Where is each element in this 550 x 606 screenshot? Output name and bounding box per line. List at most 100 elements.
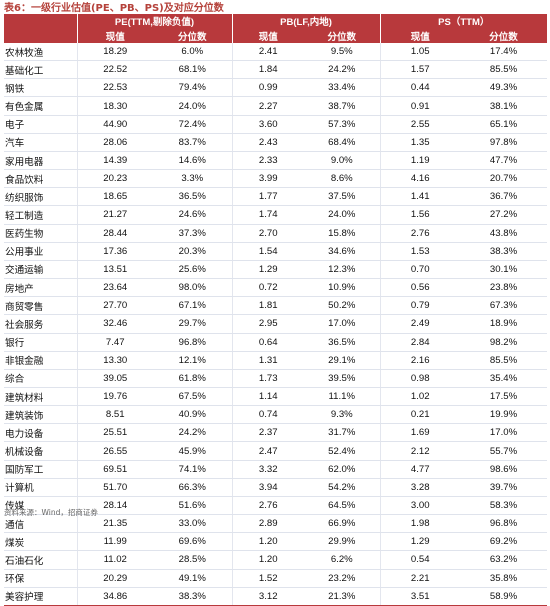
industry-name-cell: 社会服务 bbox=[4, 314, 77, 334]
pb-current-cell: 1.73 bbox=[231, 369, 305, 388]
pe-percentile-cell: 36.5% bbox=[153, 187, 233, 207]
pb-percentile-cell: 52.4% bbox=[304, 441, 381, 461]
pe-current-cell: 11.02 bbox=[76, 550, 153, 570]
valuation-table: PE(TTM,剔除负值) PB(LF,内地) PS（TTM） 现值 分位数 现值… bbox=[4, 14, 548, 606]
industry-name-cell: 机械设备 bbox=[4, 441, 77, 461]
ps-percentile-cell: 97.8% bbox=[460, 133, 548, 152]
table-row: 社会服务 32.46 29.7% 2.95 17.0% 2.49 18.9% bbox=[4, 314, 548, 334]
ps-current-cell: 1.57 bbox=[379, 60, 461, 80]
pb-percentile-cell: 24.2% bbox=[304, 60, 381, 80]
header-pb-percentile: 分位数 bbox=[304, 28, 381, 43]
pe-percentile-cell: 49.1% bbox=[153, 569, 233, 588]
pe-current-cell: 20.23 bbox=[76, 169, 153, 189]
ps-percentile-cell: 17.5% bbox=[460, 387, 548, 407]
pb-current-cell: 1.54 bbox=[231, 242, 305, 261]
industry-name-cell: 有色金属 bbox=[4, 96, 77, 116]
pb-current-cell: 2.76 bbox=[231, 496, 305, 516]
pe-current-cell: 69.51 bbox=[76, 460, 153, 479]
pe-percentile-cell: 28.5% bbox=[153, 550, 233, 570]
table-row: 公用事业 17.36 20.3% 1.54 34.6% 1.53 38.3% bbox=[4, 242, 548, 261]
pe-percentile-cell: 12.1% bbox=[153, 351, 233, 370]
pe-percentile-cell: 69.6% bbox=[153, 532, 233, 552]
ps-current-cell: 1.69 bbox=[379, 423, 461, 443]
pb-percentile-cell: 8.6% bbox=[304, 169, 381, 189]
pe-current-cell: 28.14 bbox=[76, 496, 153, 516]
pe-current-cell: 20.29 bbox=[76, 569, 153, 588]
pe-current-cell: 14.39 bbox=[76, 151, 153, 171]
pe-current-cell: 17.36 bbox=[76, 242, 153, 261]
table-row: 环保 20.29 49.1% 1.52 23.2% 2.21 35.8% bbox=[4, 569, 548, 588]
ps-current-cell: 1.29 bbox=[379, 532, 461, 552]
ps-percentile-cell: 35.4% bbox=[460, 369, 548, 388]
table-row: 石油石化 11.02 28.5% 1.20 6.2% 0.54 63.2% bbox=[4, 550, 548, 570]
ps-current-cell: 2.12 bbox=[379, 441, 461, 461]
ps-percentile-cell: 49.3% bbox=[460, 78, 548, 98]
industry-name-cell: 美容护理 bbox=[4, 587, 77, 606]
ps-percentile-cell: 17.0% bbox=[460, 423, 548, 443]
ps-percentile-cell: 20.7% bbox=[460, 169, 548, 189]
ps-current-cell: 1.05 bbox=[379, 43, 461, 62]
pe-percentile-cell: 98.0% bbox=[153, 278, 233, 298]
pb-current-cell: 1.20 bbox=[231, 532, 305, 552]
table-row: 农林牧渔 18.29 6.0% 2.41 9.5% 1.05 17.4% bbox=[4, 43, 548, 62]
header-pe-current: 现值 bbox=[76, 28, 153, 43]
ps-current-cell: 1.19 bbox=[379, 151, 461, 171]
pe-percentile-cell: 24.2% bbox=[153, 423, 233, 443]
pb-current-cell: 2.33 bbox=[231, 151, 305, 171]
ps-percentile-cell: 63.2% bbox=[460, 550, 548, 570]
ps-percentile-cell: 38.3% bbox=[460, 242, 548, 261]
ps-percentile-cell: 58.3% bbox=[460, 496, 548, 516]
pb-percentile-cell: 36.5% bbox=[304, 333, 381, 352]
industry-name-cell: 传媒 bbox=[4, 496, 77, 516]
source-note: 资料来源：Wind，招商证券 bbox=[4, 508, 98, 517]
pb-current-cell: 2.47 bbox=[231, 441, 305, 461]
ps-percentile-cell: 27.2% bbox=[460, 205, 548, 225]
pe-percentile-cell: 14.6% bbox=[153, 151, 233, 171]
pe-current-cell: 34.86 bbox=[76, 587, 153, 606]
pe-percentile-cell: 24.0% bbox=[153, 96, 233, 116]
pe-current-cell: 18.29 bbox=[76, 43, 153, 62]
pb-percentile-cell: 9.0% bbox=[304, 151, 381, 171]
industry-name-cell: 国防军工 bbox=[4, 460, 77, 479]
header-pe: PE(TTM,剔除负值) bbox=[76, 14, 233, 28]
header-sub-row: 现值 分位数 现值 分位数 现值 分位数 bbox=[4, 28, 548, 43]
industry-name-cell: 基础化工 bbox=[4, 60, 77, 80]
industry-name-cell: 房地产 bbox=[4, 278, 77, 298]
pb-percentile-cell: 57.3% bbox=[304, 115, 381, 134]
pe-percentile-cell: 67.5% bbox=[153, 387, 233, 407]
pe-percentile-cell: 68.1% bbox=[153, 60, 233, 80]
ps-current-cell: 2.55 bbox=[379, 115, 461, 134]
pb-percentile-cell: 68.4% bbox=[304, 133, 381, 152]
pe-percentile-cell: 51.6% bbox=[153, 496, 233, 516]
ps-percentile-cell: 43.8% bbox=[460, 224, 548, 243]
pe-current-cell: 21.27 bbox=[76, 205, 153, 225]
header-group-row: PE(TTM,剔除负值) PB(LF,内地) PS（TTM） bbox=[4, 14, 548, 28]
pe-current-cell: 32.46 bbox=[76, 314, 153, 334]
pb-current-cell: 2.43 bbox=[231, 133, 305, 152]
pb-current-cell: 2.89 bbox=[231, 514, 305, 534]
pb-percentile-cell: 21.3% bbox=[304, 587, 381, 606]
pb-percentile-cell: 9.5% bbox=[304, 43, 381, 62]
ps-percentile-cell: 19.9% bbox=[460, 405, 548, 425]
pb-percentile-cell: 11.1% bbox=[304, 387, 381, 407]
pe-current-cell: 7.47 bbox=[76, 333, 153, 352]
table-row: 美容护理 34.86 38.3% 3.12 21.3% 3.51 58.9% bbox=[4, 587, 548, 606]
pb-percentile-cell: 64.5% bbox=[304, 496, 381, 516]
industry-name-cell: 计算机 bbox=[4, 478, 77, 497]
ps-current-cell: 0.44 bbox=[379, 78, 461, 98]
pb-percentile-cell: 50.2% bbox=[304, 296, 381, 316]
ps-current-cell: 3.51 bbox=[379, 587, 461, 606]
ps-current-cell: 3.00 bbox=[379, 496, 461, 516]
pb-current-cell: 2.41 bbox=[231, 43, 305, 62]
pe-current-cell: 18.30 bbox=[76, 96, 153, 116]
pb-percentile-cell: 29.9% bbox=[304, 532, 381, 552]
pe-percentile-cell: 3.3% bbox=[153, 169, 233, 189]
ps-percentile-cell: 30.1% bbox=[460, 260, 548, 280]
ps-current-cell: 0.91 bbox=[379, 96, 461, 116]
pb-percentile-cell: 31.7% bbox=[304, 423, 381, 443]
header-pb-current: 现值 bbox=[231, 28, 305, 43]
pb-current-cell: 3.94 bbox=[231, 478, 305, 497]
table-row: 电力设备 25.51 24.2% 2.37 31.7% 1.69 17.0% bbox=[4, 423, 548, 443]
pb-current-cell: 1.20 bbox=[231, 550, 305, 570]
table-body: 农林牧渔 18.29 6.0% 2.41 9.5% 1.05 17.4% 基础化工 22.52 6… bbox=[4, 43, 548, 606]
